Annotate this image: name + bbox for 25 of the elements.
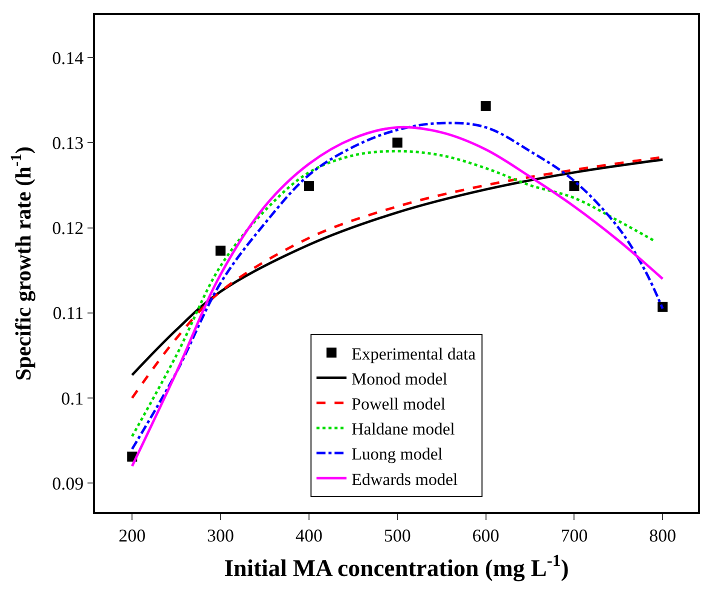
point (304, 181, 314, 192)
y-tick-label: 0.1 (61, 388, 84, 408)
x-tick-label: 300 (207, 525, 234, 546)
x-tick-label: 600 (472, 525, 500, 546)
legend-label: Haldane model (352, 420, 456, 439)
y-tick-label: 0.09 (52, 473, 84, 494)
point (392, 138, 402, 148)
y-tick-label: 0.14 (52, 48, 84, 68)
x-tick-label: 700 (560, 525, 588, 546)
x-axis-title: Initial MA concentration (mg L$^{-1}$) (224, 551, 569, 582)
legend-label: Luong model (352, 444, 443, 464)
x-tick-label: 200 (118, 525, 146, 546)
x-tick-label: 500 (384, 525, 411, 546)
point (480, 101, 491, 112)
point (216, 246, 226, 256)
y-tick-label: 0.12 (52, 218, 84, 238)
legend-label: Powell model (352, 394, 446, 414)
x-tick-label: 800 (649, 525, 676, 546)
legend-label: Edwards model (352, 470, 458, 489)
y-tick-label: 0.13 (52, 132, 84, 153)
x-tick-label: 400 (295, 525, 322, 546)
legend-label: Experimental data (352, 344, 476, 364)
legend-label: Monod model (352, 369, 448, 388)
point (569, 181, 580, 192)
y-tick-label: 0.11 (52, 303, 84, 324)
